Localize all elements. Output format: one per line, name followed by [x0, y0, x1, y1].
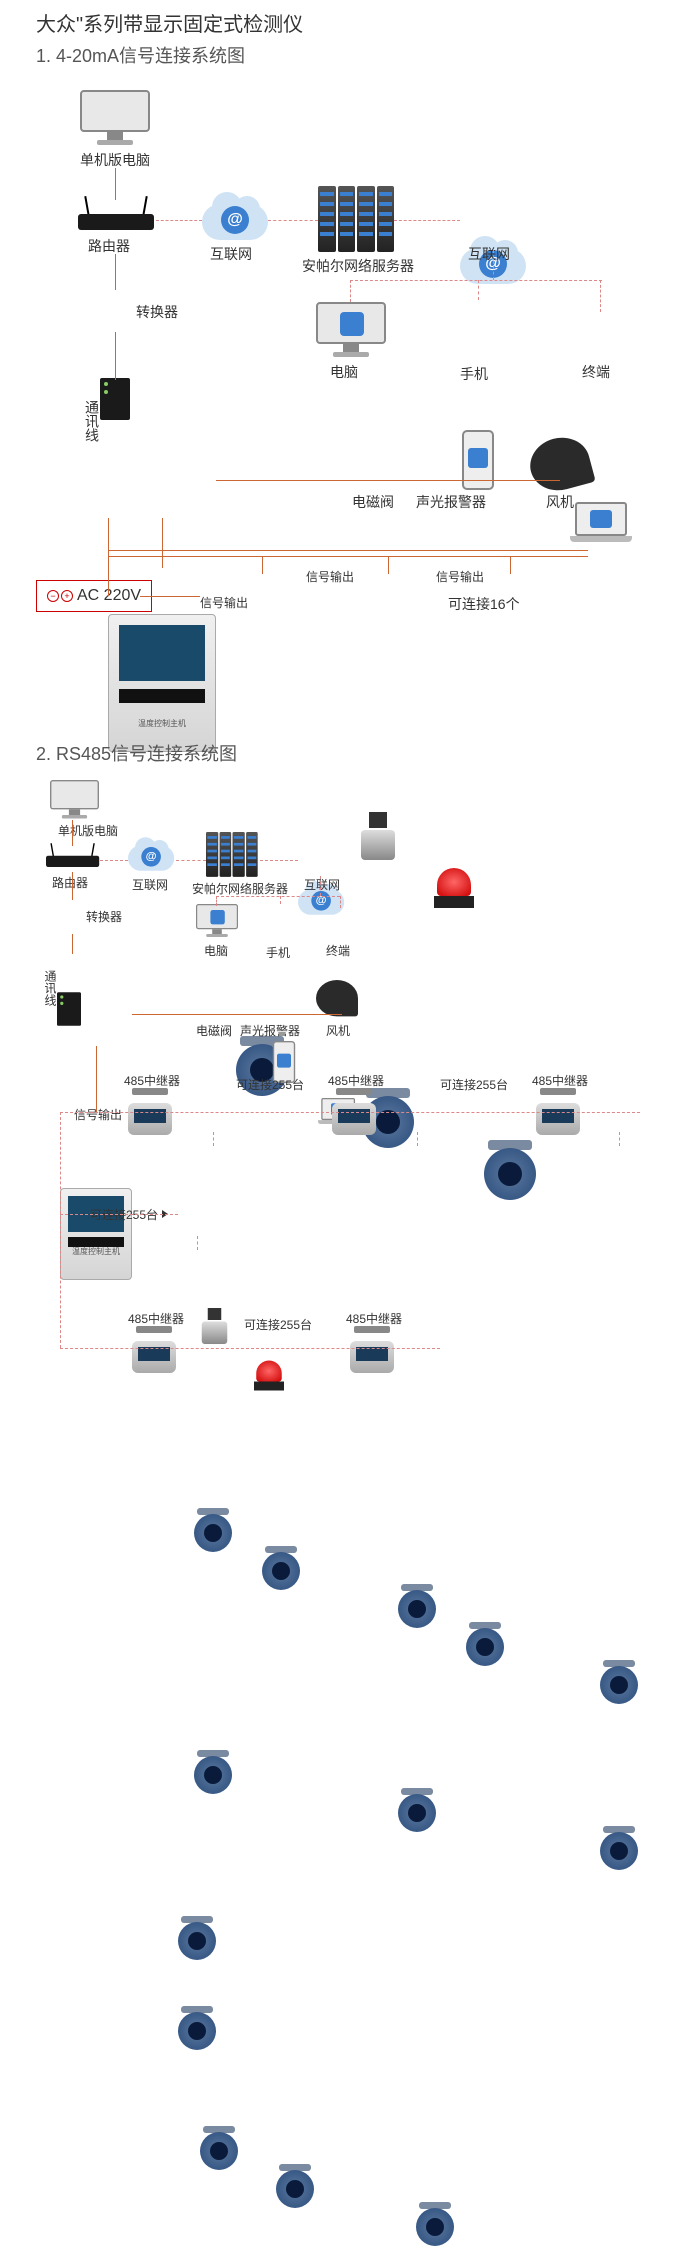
fan-label: 风机	[546, 492, 574, 512]
router-label: 路由器	[88, 236, 130, 256]
repeater-label: 485中继器	[532, 1072, 588, 1089]
detector-icon	[194, 1514, 232, 1552]
internet-label-2: 互联网	[468, 244, 510, 264]
detector-icon	[398, 1590, 436, 1628]
valve-icon	[198, 1308, 231, 1344]
repeater-icon	[132, 1326, 176, 1366]
terminal-label: 终端	[582, 362, 610, 382]
connect255-label: 可连接255台	[244, 1316, 312, 1333]
control-panel-icon: 温度控制主机	[60, 1188, 132, 1280]
fan-icon	[316, 980, 358, 1016]
converter-label: 转换器	[136, 302, 178, 322]
diagram-1: 单机版电脑 路由器 @ 互联网 安帕尔网络服务器 @ 互联网 转换器 电脑 手机	[0, 80, 700, 720]
computer-label: 电脑	[330, 362, 358, 382]
sigout-label-2: 信号输出	[74, 1106, 122, 1123]
pc-icon	[80, 90, 150, 145]
alarm-label: 声光报警器	[416, 492, 486, 512]
alarm-label-2: 声光报警器	[240, 1022, 300, 1039]
sigout-label: 信号输出	[200, 594, 248, 611]
computer-label-2: 电脑	[204, 942, 228, 959]
phone-label: 手机	[460, 364, 488, 384]
connect16-label: 可连接16个	[448, 594, 520, 614]
commline-label: 通讯线	[82, 400, 102, 442]
section2-heading: 2. RS485信号连接系统图	[36, 740, 237, 766]
pc-label: 单机版电脑	[74, 150, 156, 170]
repeater-label: 485中继器	[124, 1072, 180, 1089]
sigout-label: 信号输出	[306, 568, 354, 585]
repeater-label: 485中继器	[328, 1072, 384, 1089]
server-icon	[206, 832, 258, 877]
phone-icon	[462, 430, 494, 490]
detector-icon	[194, 1756, 232, 1794]
detector-icon	[178, 1922, 216, 1960]
router-icon	[46, 846, 99, 867]
computer-icon	[316, 302, 386, 357]
computer-icon	[196, 904, 238, 937]
converter-icon	[100, 378, 130, 420]
internet-icon-1: @	[202, 196, 268, 240]
terminal-label-2: 终端	[326, 942, 350, 959]
repeater-icon	[128, 1088, 172, 1128]
fan-label-2: 风机	[326, 1022, 350, 1039]
converter-label-2: 转换器	[86, 908, 122, 925]
repeater-icon	[332, 1088, 376, 1128]
internet-label-1: 互联网	[210, 244, 252, 264]
repeater-label: 485中继器	[128, 1310, 184, 1327]
detector-icon	[416, 2208, 454, 2246]
power-label: −+AC 220V	[36, 580, 152, 612]
router-icon	[78, 200, 154, 230]
fan-icon	[524, 431, 595, 497]
alarm-icon	[254, 1356, 284, 1391]
detector-icon	[200, 2132, 238, 2170]
repeater-icon	[536, 1088, 580, 1128]
internet-icon: @	[128, 840, 174, 871]
connect255-label: 可连接255台	[236, 1076, 304, 1093]
sigout-label: 信号输出	[436, 568, 484, 585]
server-label: 安帕尔网络服务器	[298, 256, 418, 276]
detector-icon	[600, 1666, 638, 1704]
control-panel-icon: 温度控制主机	[108, 614, 216, 752]
connect255-label: 可连接255台	[440, 1076, 508, 1093]
detector-icon	[178, 2012, 216, 2050]
phone-label-2: 手机	[266, 944, 290, 961]
diagram-2: 单机版电脑 路由器 @ 互联网 安帕尔网络服务器 @ 互联网 转换器 电脑 手机…	[0, 776, 700, 1396]
repeater-icon	[350, 1326, 394, 1366]
converter-icon	[57, 992, 81, 1026]
server-label-2: 安帕尔网络服务器	[192, 880, 288, 897]
detector-icon	[600, 1832, 638, 1870]
detector-icon	[398, 1794, 436, 1832]
router-label-2: 路由器	[52, 874, 88, 891]
valve-label-2: 电磁阀	[196, 1022, 232, 1039]
pc-icon	[50, 780, 99, 819]
internet-label-2a: 互联网	[132, 876, 168, 893]
detector-icon	[276, 2170, 314, 2208]
valve-label: 电磁阀	[352, 492, 394, 512]
pc-label-2: 单机版电脑	[58, 822, 118, 839]
terminal-icon	[570, 502, 632, 546]
internet-label-2b: 互联网	[304, 876, 340, 893]
repeater-label: 485中继器	[346, 1310, 402, 1327]
commline-label-2: 通讯线	[42, 970, 59, 1006]
section1-heading: 1. 4-20mA信号连接系统图	[36, 42, 245, 68]
page-title: 大众"系列带显示固定式检测仪	[36, 8, 303, 37]
detector-icon	[262, 1552, 300, 1590]
server-icon	[318, 186, 394, 252]
detector-icon	[466, 1628, 504, 1666]
